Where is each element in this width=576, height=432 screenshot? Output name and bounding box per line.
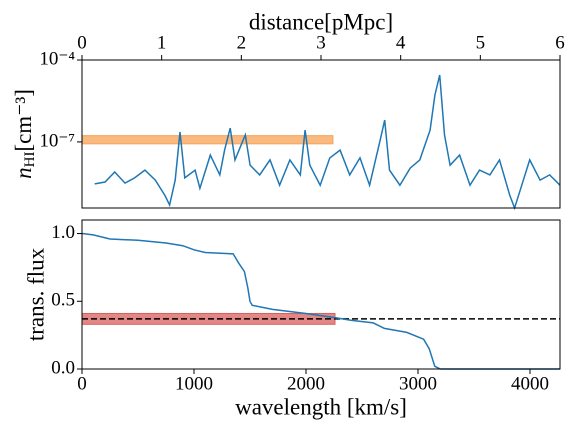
data-line: [81, 232, 560, 370]
y-tick-label: 1.0: [51, 222, 75, 243]
plot-frame: [81, 219, 561, 370]
x-tick-label: 1: [157, 32, 167, 53]
x-tick-label: 5: [476, 32, 486, 53]
x-tick-label: 3000: [399, 373, 437, 394]
x-tick-label: 2: [237, 32, 247, 53]
x-tick-label: 6: [555, 32, 565, 53]
x-tick-label: 0: [77, 32, 87, 53]
y-tick-label: 0.5: [51, 290, 75, 311]
data-line: [94, 74, 561, 211]
y-tick-label: 10⁻⁷: [39, 130, 75, 151]
x-tick-label: 1000: [175, 373, 213, 394]
x-tick-label: 2000: [287, 373, 325, 394]
y-axis-label: trans. flux: [23, 247, 48, 341]
x-tick-label: 3: [316, 32, 326, 53]
y-label-unit: [cm⁻³]: [11, 89, 36, 151]
x-tick-label: 4: [396, 32, 406, 53]
plot-frame: [81, 59, 561, 209]
y-label-symbol: n: [11, 167, 36, 179]
x-tick-label: 4000: [511, 373, 549, 394]
x-tick-label: 0: [77, 373, 87, 394]
x-axis-label: distance[pMpc]: [249, 9, 393, 34]
y-axis-label: nHI[cm⁻³]: [11, 89, 38, 179]
band: [81, 135, 334, 145]
y-tick-label: 0.0: [51, 357, 75, 378]
y-tick-label: 10⁻⁴: [39, 48, 75, 69]
y-label-subscript: HI: [22, 152, 38, 168]
x-axis-label: wavelength [km/s]: [235, 394, 407, 419]
